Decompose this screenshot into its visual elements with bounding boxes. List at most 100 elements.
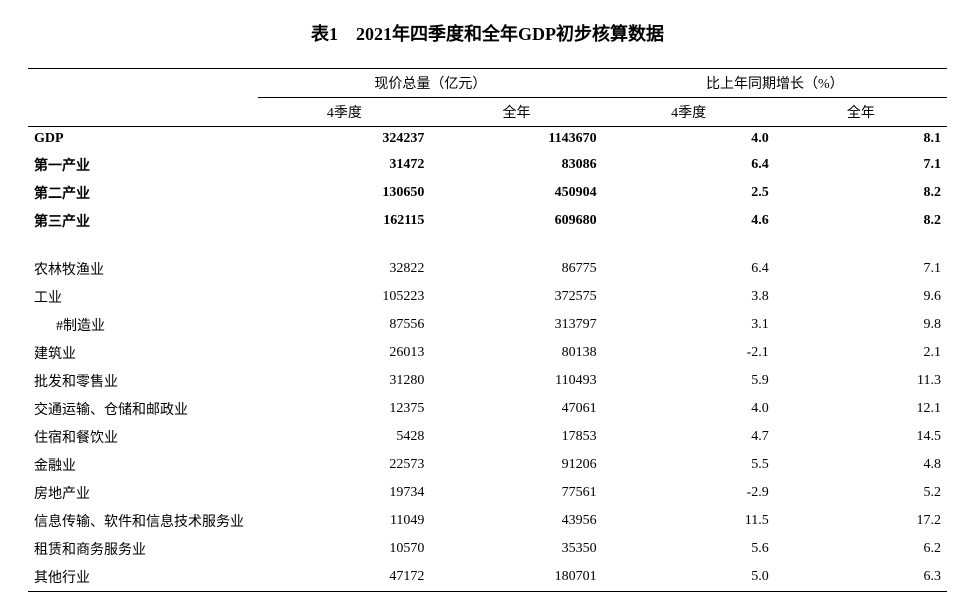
cell-q4-growth: 5.9: [603, 367, 775, 395]
cell-q4-amount: 10570: [258, 535, 430, 563]
cell-q4-amount: 324237: [258, 127, 430, 152]
cell-q4-growth: -2.9: [603, 479, 775, 507]
gdp-table: 现价总量（亿元） 比上年同期增长（%） 4季度 全年 4季度 全年 GDP324…: [28, 68, 947, 592]
cell-year-growth: 5.2: [775, 479, 947, 507]
cell-year-growth: 4.8: [775, 451, 947, 479]
row-label: 工业: [28, 283, 258, 311]
cell-year-amount: 80138: [430, 339, 602, 367]
cell-q4-amount: 22573: [258, 451, 430, 479]
table-row: 农林牧渔业32822867756.47.1: [28, 255, 947, 283]
cell-q4-amount: 19734: [258, 479, 430, 507]
cell-year-growth: 7.1: [775, 151, 947, 179]
row-label: 金融业: [28, 451, 258, 479]
cell-year-amount: 609680: [430, 207, 602, 235]
cell-year-growth: 7.1: [775, 255, 947, 283]
cell-q4-growth: 4.7: [603, 423, 775, 451]
cell-year-amount: 47061: [430, 395, 602, 423]
table-row: 租赁和商务服务业10570353505.66.2: [28, 535, 947, 563]
cell-year-growth: 8.1: [775, 127, 947, 152]
cell-year-amount: 17853: [430, 423, 602, 451]
table-row: 信息传输、软件和信息技术服务业110494395611.517.2: [28, 507, 947, 535]
table-row: 交通运输、仓储和邮政业12375470614.012.1: [28, 395, 947, 423]
row-label: 第二产业: [28, 179, 258, 207]
cell-year-growth: 9.8: [775, 311, 947, 339]
row-label: #制造业: [28, 311, 258, 339]
cell-q4-growth: 11.5: [603, 507, 775, 535]
table-row: GDP32423711436704.08.1: [28, 127, 947, 152]
cell-q4-growth: 6.4: [603, 255, 775, 283]
cell-year-growth: 17.2: [775, 507, 947, 535]
cell-year-growth: 8.2: [775, 207, 947, 235]
cell-q4-amount: 31280: [258, 367, 430, 395]
table-row: 房地产业1973477561-2.95.2: [28, 479, 947, 507]
cell-q4-growth: 5.6: [603, 535, 775, 563]
cell-year-growth: 11.3: [775, 367, 947, 395]
cell-year-growth: 8.2: [775, 179, 947, 207]
row-label: 交通运输、仓储和邮政业: [28, 395, 258, 423]
row-label: 其他行业: [28, 563, 258, 592]
table-row: 建筑业2601380138-2.12.1: [28, 339, 947, 367]
table-header: 现价总量（亿元） 比上年同期增长（%） 4季度 全年 4季度 全年: [28, 69, 947, 127]
cell-year-growth: 14.5: [775, 423, 947, 451]
cell-q4-amount: 105223: [258, 283, 430, 311]
cell-q4-growth: 5.0: [603, 563, 775, 592]
cell-q4-amount: 130650: [258, 179, 430, 207]
cell-q4-amount: 11049: [258, 507, 430, 535]
cell-q4-growth: 5.5: [603, 451, 775, 479]
cell-year-amount: 110493: [430, 367, 602, 395]
cell-year-amount: 77561: [430, 479, 602, 507]
row-label: 住宿和餐饮业: [28, 423, 258, 451]
cell-year-amount: 450904: [430, 179, 602, 207]
row-label: 建筑业: [28, 339, 258, 367]
table-row: 工业1052233725753.89.6: [28, 283, 947, 311]
cell-q4-growth: 4.0: [603, 395, 775, 423]
cell-year-amount: 91206: [430, 451, 602, 479]
cell-q4-growth: -2.1: [603, 339, 775, 367]
table-row: 第三产业1621156096804.68.2: [28, 207, 947, 235]
cell-q4-growth: 3.8: [603, 283, 775, 311]
row-label: 农林牧渔业: [28, 255, 258, 283]
cell-year-growth: 12.1: [775, 395, 947, 423]
header-year-amount: 全年: [430, 98, 602, 127]
cell-q4-growth: 4.0: [603, 127, 775, 152]
cell-q4-growth: 2.5: [603, 179, 775, 207]
cell-year-amount: 83086: [430, 151, 602, 179]
cell-year-amount: 1143670: [430, 127, 602, 152]
row-label: 租赁和商务服务业: [28, 535, 258, 563]
spacer-row: [28, 235, 947, 255]
cell-q4-growth: 3.1: [603, 311, 775, 339]
table-body: GDP32423711436704.08.1第一产业31472830866.47…: [28, 127, 947, 592]
header-q4-growth: 4季度: [603, 98, 775, 127]
header-year-growth: 全年: [775, 98, 947, 127]
cell-year-growth: 6.2: [775, 535, 947, 563]
cell-year-growth: 9.6: [775, 283, 947, 311]
cell-q4-amount: 162115: [258, 207, 430, 235]
cell-q4-amount: 5428: [258, 423, 430, 451]
table-row: 金融业22573912065.54.8: [28, 451, 947, 479]
cell-year-growth: 6.3: [775, 563, 947, 592]
cell-year-amount: 313797: [430, 311, 602, 339]
cell-q4-growth: 6.4: [603, 151, 775, 179]
cell-year-amount: 43956: [430, 507, 602, 535]
table-row: 其他行业471721807015.06.3: [28, 563, 947, 592]
cell-year-amount: 86775: [430, 255, 602, 283]
table-row: 第一产业31472830866.47.1: [28, 151, 947, 179]
row-label: 第三产业: [28, 207, 258, 235]
table-row: 批发和零售业312801104935.911.3: [28, 367, 947, 395]
row-label: 批发和零售业: [28, 367, 258, 395]
table-row: 第二产业1306504509042.58.2: [28, 179, 947, 207]
cell-q4-amount: 31472: [258, 151, 430, 179]
table-title: 表1 2021年四季度和全年GDP初步核算数据: [28, 20, 947, 46]
cell-q4-amount: 87556: [258, 311, 430, 339]
row-label: 房地产业: [28, 479, 258, 507]
cell-year-amount: 35350: [430, 535, 602, 563]
cell-year-amount: 372575: [430, 283, 602, 311]
table-row: 住宿和餐饮业5428178534.714.5: [28, 423, 947, 451]
row-label: GDP: [28, 127, 258, 152]
row-label: 第一产业: [28, 151, 258, 179]
cell-q4-amount: 26013: [258, 339, 430, 367]
cell-q4-amount: 47172: [258, 563, 430, 592]
table-row: #制造业875563137973.19.8: [28, 311, 947, 339]
cell-q4-amount: 32822: [258, 255, 430, 283]
header-amount-group: 现价总量（亿元）: [258, 69, 602, 98]
